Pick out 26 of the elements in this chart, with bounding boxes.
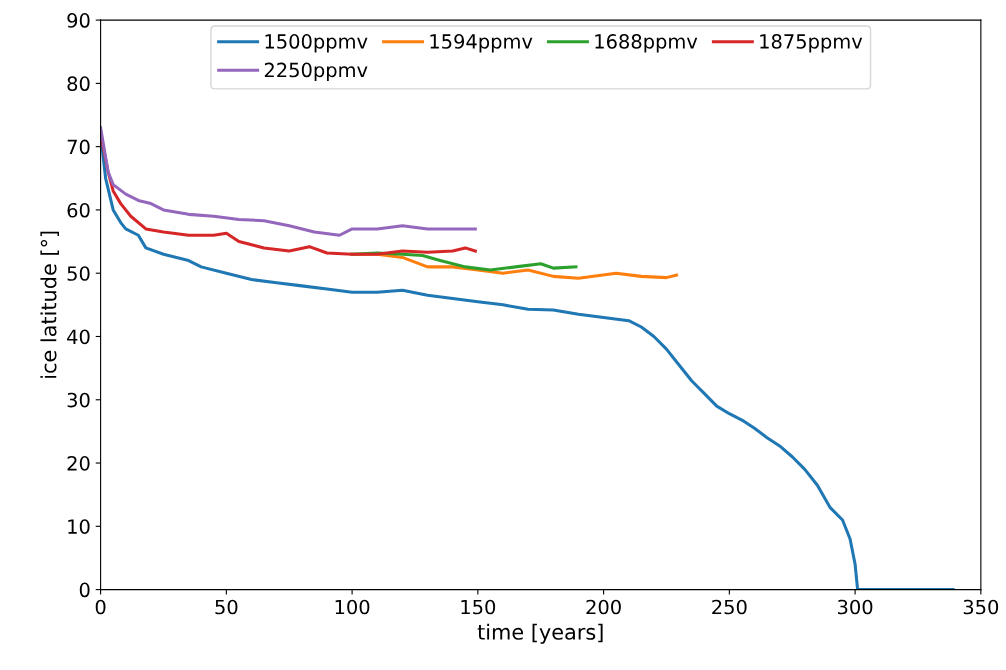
x-tick-label: 0 bbox=[95, 599, 106, 615]
legend-label: 1500ppmv bbox=[265, 34, 368, 53]
y-tick-label: 10 bbox=[68, 519, 90, 534]
x-tick-label: 200 bbox=[586, 599, 621, 615]
x-tick-label: 300 bbox=[838, 599, 873, 615]
legend-label: 1875ppmv bbox=[760, 34, 863, 53]
legend-label: 1688ppmv bbox=[595, 34, 698, 53]
y-tick-label: 50 bbox=[67, 266, 90, 281]
x-tick-label: 350 bbox=[963, 599, 999, 615]
y-tick-label: 60 bbox=[67, 202, 90, 218]
y-tick-label: 80 bbox=[67, 76, 90, 92]
x-axis-title: time [years] bbox=[477, 623, 603, 644]
legend-label: 1594ppmv bbox=[430, 34, 533, 53]
x-tick-label: 100 bbox=[335, 599, 370, 615]
y-tick-label: 90 bbox=[67, 13, 90, 28]
y-tick-label: 70 bbox=[67, 139, 90, 155]
x-tick-label: 250 bbox=[712, 599, 747, 615]
x-tick-label: 50 bbox=[215, 599, 238, 615]
y-tick-label: 40 bbox=[67, 329, 90, 345]
y-tick-label: 30 bbox=[67, 392, 90, 408]
y-tick-label: 0 bbox=[79, 582, 90, 598]
legend-label: 2250ppmv bbox=[264, 62, 368, 82]
y-axis-title: ice latitude [°] bbox=[40, 231, 59, 378]
line-series bbox=[100, 126, 477, 237]
y-tick-label: 20 bbox=[67, 456, 90, 471]
x-tick-label: 150 bbox=[461, 599, 496, 615]
